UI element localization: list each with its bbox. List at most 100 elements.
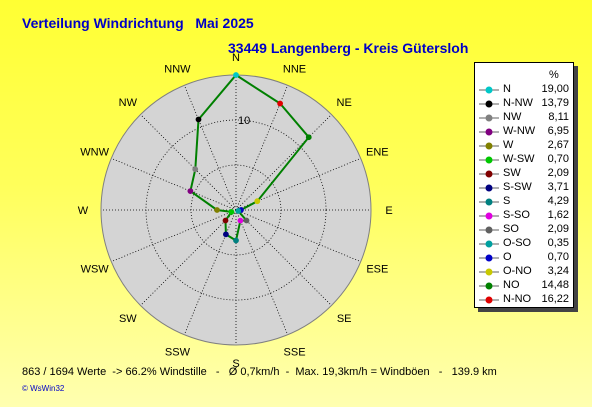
direction-label-nne: NNE	[283, 64, 306, 76]
legend-item-value: 16,22	[541, 293, 569, 305]
rose-ring-1	[190, 164, 282, 256]
legend-item-value: 1,62	[547, 209, 569, 221]
legend-item-value: 19,00	[541, 83, 569, 95]
direction-label-n: N	[232, 52, 240, 64]
legend-item-name: O-SO	[503, 237, 532, 249]
legend-item: NO 14,48	[475, 279, 573, 293]
legend-item-name: W-SW	[503, 153, 535, 165]
legend-item-name: N-NO	[503, 293, 532, 305]
direction-label-wnw: WNW	[80, 146, 109, 158]
data-point-ene	[254, 198, 261, 205]
legend-marker-icon	[479, 240, 499, 248]
legend-item-name: W	[503, 139, 514, 151]
direction-label-sse: SSE	[284, 346, 306, 358]
legend-item-name: NW	[503, 111, 522, 123]
legend-marker-icon	[479, 212, 499, 220]
data-point-se	[243, 217, 250, 224]
legend-item-name: N-NW	[503, 97, 533, 109]
legend-item-value: 0,70	[547, 251, 569, 263]
data-point-wsw	[228, 209, 235, 215]
legend-marker-icon	[479, 114, 499, 122]
legend-marker-icon	[479, 86, 499, 94]
legend-item-value: 8,11	[548, 111, 569, 123]
legend-item-value: 0,70	[547, 153, 569, 165]
legend-item: N 19,00	[475, 83, 573, 97]
legend-marker-icon	[479, 268, 499, 276]
direction-label-se: SE	[337, 313, 352, 325]
legend-item-value: 3,71	[547, 181, 569, 193]
data-point-nnw	[195, 116, 202, 123]
legend-item: N-NW 13,79	[475, 97, 573, 111]
data-point-ne	[305, 134, 312, 141]
legend-item-value: 6,95	[547, 125, 569, 137]
data-point-wnw	[187, 188, 194, 195]
legend-item-name: SO	[503, 223, 519, 235]
legend-marker-icon	[479, 296, 499, 304]
legend-item-name: W-NW	[503, 125, 536, 137]
data-point-s	[233, 237, 239, 244]
data-point-w	[214, 207, 220, 213]
legend-item: S-SO 1,62	[475, 209, 573, 223]
legend-item: SO 2,09	[475, 223, 573, 237]
direction-label-ese: ESE	[366, 264, 388, 276]
legend-item-name: O	[503, 251, 512, 263]
legend-item-value: 13,79	[541, 97, 569, 109]
direction-label-nw: NW	[119, 97, 138, 109]
direction-label-ne: NE	[337, 97, 352, 109]
direction-label-w: W	[78, 205, 89, 217]
data-point-sse	[237, 217, 244, 224]
legend-item: SW 2,09	[475, 167, 573, 181]
direction-label-ene: ENE	[366, 146, 389, 158]
legend: % N 19,00 N-NW 13,79 NW 8,11 W-NW 6,95 W 2,67 W-SW…	[474, 62, 578, 312]
legend-item: O 0,70	[475, 251, 573, 265]
legend-item: N-NO 16,22	[475, 293, 573, 307]
direction-label-ssw: SSW	[165, 346, 191, 358]
legend-item-value: 3,24	[547, 265, 569, 277]
legend-marker-icon	[479, 198, 499, 206]
legend-marker-icon	[479, 142, 499, 150]
legend-item-name: S	[503, 195, 511, 207]
legend-item-name: N	[503, 83, 511, 95]
legend-item: S-SW 3,71	[475, 181, 573, 195]
direction-label-sw: SW	[119, 313, 137, 325]
legend-item-value: 2,09	[547, 223, 569, 235]
legend-item-name: S-SW	[503, 181, 532, 193]
legend-marker-icon	[479, 282, 499, 290]
legend-item: O-SO 0,35	[475, 237, 573, 251]
legend-item: W-SW 0,70	[475, 153, 573, 167]
legend-marker-icon	[479, 156, 499, 164]
legend-item: NW 8,11	[475, 111, 573, 125]
legend-item-name: O-NO	[503, 265, 532, 277]
data-point-n	[233, 72, 239, 78]
direction-label-s: S	[232, 358, 239, 370]
direction-label-wsw: WSW	[81, 264, 110, 276]
legend-item-name: SW	[503, 167, 521, 179]
data-point-nne	[277, 100, 284, 107]
legend-item-name: S-SO	[503, 209, 530, 221]
data-point-nw	[192, 166, 199, 173]
direction-label-e: E	[385, 205, 392, 217]
chart-subtitle: 33449 Langenberg - Kreis Gütersloh	[228, 40, 469, 56]
legend-item: S 4,29	[475, 195, 573, 209]
legend-marker-icon	[479, 100, 499, 108]
legend-item: O-NO 3,24	[475, 265, 573, 279]
legend-marker-icon	[479, 226, 499, 234]
legend-item: W-NW 6,95	[475, 125, 573, 139]
legend-item-value: 0,35	[547, 237, 569, 249]
credit-label: © WsWin32	[22, 384, 65, 393]
legend-item-value: 4,29	[547, 195, 569, 207]
legend-item-value: 14,48	[541, 279, 569, 291]
legend-unit: %	[549, 69, 559, 81]
legend-item-value: 2,67	[547, 139, 569, 151]
footer-stats: 863 / 1694 Werte -> 66.2% Windstille - Ø…	[22, 366, 497, 378]
ring-label: 10	[238, 115, 250, 127]
data-point-ssw	[223, 231, 229, 238]
chart-title: Verteilung Windrichtung Mai 2025	[22, 15, 254, 31]
data-point-ese	[235, 208, 242, 214]
legend-marker-icon	[479, 184, 499, 192]
legend-item-value: 2,09	[547, 167, 569, 179]
legend-marker-icon	[479, 254, 499, 262]
direction-label-nnw: NNW	[164, 64, 191, 76]
